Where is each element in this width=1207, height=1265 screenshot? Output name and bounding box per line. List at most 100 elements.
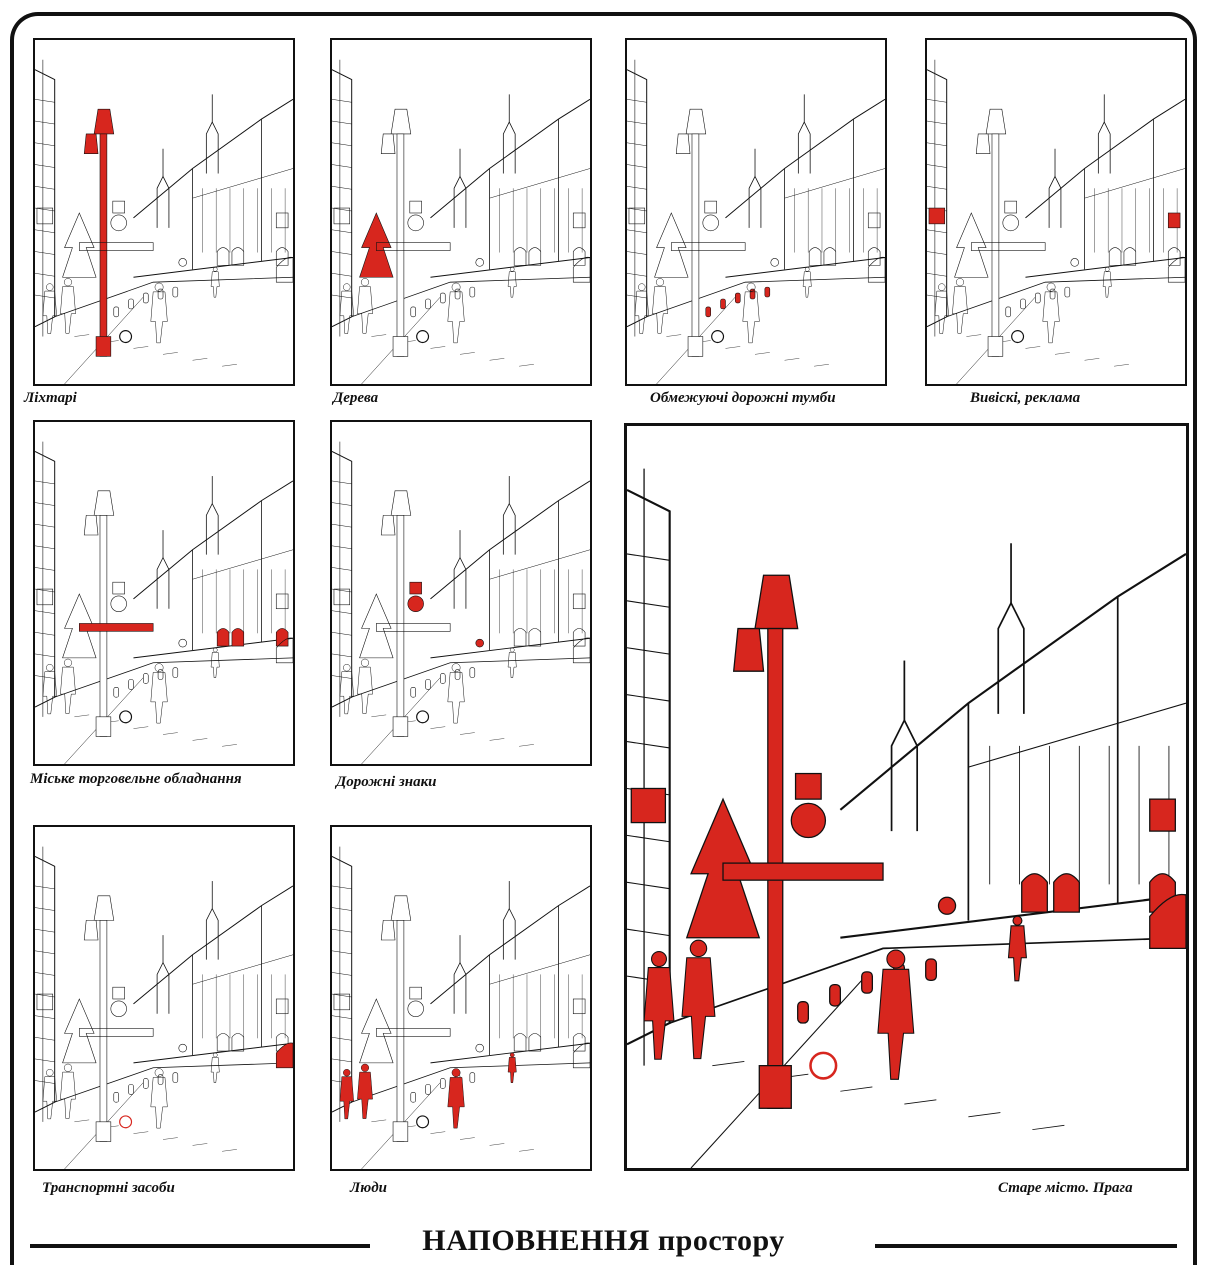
- lamp-head: [93, 895, 115, 921]
- roofline-right: [430, 480, 590, 600]
- tower-1: [205, 502, 219, 555]
- bicycle: [711, 330, 725, 344]
- lamp-head: [985, 108, 1007, 135]
- bollard-3: [172, 1072, 179, 1083]
- person-3: [210, 271, 220, 298]
- tower-1: [1097, 121, 1111, 174]
- shop-arch-1: [528, 247, 542, 266]
- building-left: [35, 69, 56, 328]
- lamp-head: [685, 108, 707, 135]
- lamp-base: [95, 336, 112, 357]
- panel-retail: [33, 420, 295, 766]
- person-3: [210, 652, 220, 678]
- bicycle: [416, 330, 430, 344]
- shop-arch-1: [231, 247, 245, 266]
- sign-board-2: [572, 212, 586, 229]
- lamp-base: [392, 1121, 409, 1142]
- tower-1: [997, 601, 1025, 714]
- building-left: [332, 856, 353, 1113]
- road-sign: [110, 1000, 127, 1017]
- lamp-head-2: [732, 627, 765, 672]
- bollard-2: [157, 288, 164, 300]
- road-sign-2: [112, 200, 125, 214]
- bollard-3: [925, 958, 938, 982]
- road-sign: [790, 802, 827, 839]
- bollard-4: [410, 687, 416, 698]
- bollard-0: [829, 983, 841, 1007]
- shop-arch-1: [231, 1033, 245, 1052]
- lamp-head: [390, 895, 412, 921]
- awning: [79, 242, 154, 251]
- building-left: [627, 489, 671, 1046]
- road-sign-3: [475, 258, 484, 267]
- caption-retail: Міське торговельне обладнання: [30, 771, 242, 787]
- awning: [971, 242, 1046, 251]
- person-3: [507, 1057, 517, 1083]
- person-3: [1102, 271, 1112, 298]
- bollard-0: [720, 298, 726, 310]
- person-1: [357, 666, 373, 714]
- bollard-4: [113, 687, 119, 698]
- bicycle: [1011, 330, 1025, 344]
- person-2: [150, 672, 168, 724]
- title-arrow-right: [875, 1244, 1177, 1248]
- bollard-4: [410, 1092, 416, 1103]
- bollard-3: [469, 667, 476, 678]
- sign-board-2: [867, 212, 881, 229]
- bollard-1: [143, 1078, 149, 1089]
- sketch-retail: [35, 441, 293, 764]
- awning: [376, 1028, 451, 1037]
- lamp-head: [754, 574, 799, 630]
- person-0: [42, 1076, 57, 1120]
- sign-board: [36, 993, 54, 1011]
- road-sign: [407, 1000, 424, 1017]
- caption-bollards: Обмежуючі дорожні тумби: [650, 390, 836, 406]
- sketch-signs: [927, 59, 1185, 384]
- sign-board-2: [275, 593, 289, 610]
- street-edge: [133, 637, 293, 659]
- sign-board-2: [275, 212, 289, 229]
- tree: [62, 212, 97, 278]
- shop-arch-1: [823, 247, 837, 266]
- person-head-3: [1104, 267, 1110, 272]
- bollard-2: [749, 288, 756, 300]
- bicycle: [416, 710, 430, 724]
- road-sign-3: [770, 258, 779, 267]
- awning: [671, 242, 746, 251]
- lamp-base: [392, 716, 409, 737]
- building-left: [35, 856, 56, 1113]
- person-head-3: [509, 267, 515, 272]
- panel-lamps: [33, 38, 295, 386]
- sign-board: [333, 207, 351, 225]
- awning: [376, 242, 451, 251]
- road-line: [946, 276, 1185, 318]
- bollard-1: [440, 292, 446, 304]
- road-sign-3: [937, 896, 957, 915]
- roofline-right: [430, 98, 590, 219]
- sketch-vehicles: [35, 846, 293, 1169]
- title-arrow-left: [30, 1244, 370, 1248]
- road-sign: [407, 595, 424, 612]
- person-head-1: [689, 939, 708, 958]
- person-head-2: [746, 282, 756, 292]
- outer-frame: [10, 12, 1197, 1265]
- person-2: [742, 291, 760, 344]
- shop-arch-2: [275, 247, 289, 266]
- shop-arch-0: [216, 247, 230, 266]
- sign-board-2: [1167, 212, 1181, 229]
- car: [572, 1042, 590, 1069]
- lamp-post: [396, 920, 405, 1142]
- person-head-3: [212, 647, 218, 653]
- person-0: [643, 967, 675, 1060]
- road-sign-3: [178, 258, 187, 267]
- bollard-4: [113, 306, 119, 318]
- awning: [79, 623, 154, 632]
- panel-bollards: [625, 38, 887, 386]
- sign-board: [333, 993, 351, 1011]
- shop-arch-2: [275, 1033, 289, 1052]
- tower-0: [156, 175, 170, 228]
- person-head-2: [154, 1068, 164, 1078]
- person-head-0: [638, 283, 646, 291]
- sign-board: [630, 787, 667, 824]
- lamp-post: [991, 133, 1000, 357]
